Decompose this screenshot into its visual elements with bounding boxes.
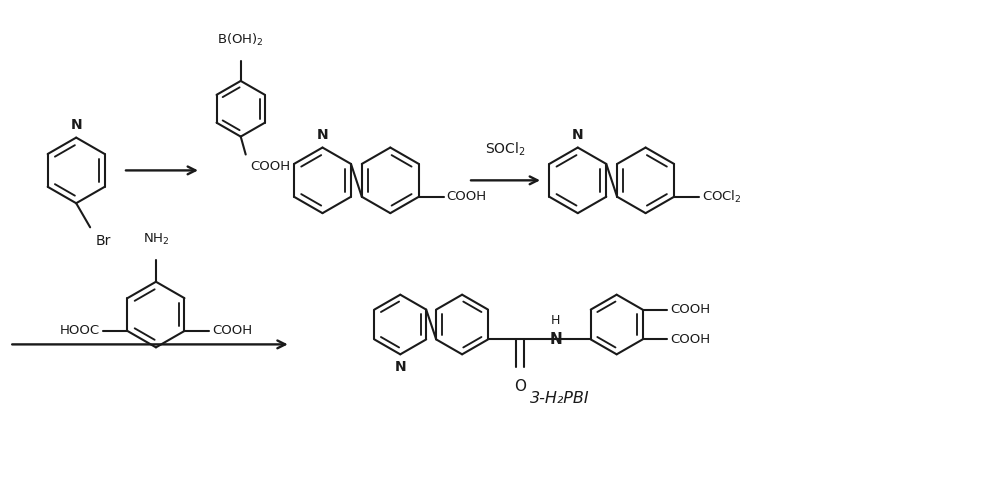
Text: O: O [514, 379, 526, 394]
Text: NH$_2$: NH$_2$ [143, 232, 169, 247]
Text: N: N [70, 118, 82, 132]
Text: COCl$_2$: COCl$_2$ [702, 189, 742, 205]
Text: HOOC: HOOC [59, 324, 100, 337]
Text: H: H [551, 314, 561, 327]
Text: N: N [317, 128, 328, 142]
Text: Br: Br [95, 234, 111, 248]
Text: B(OH)$_2$: B(OH)$_2$ [217, 32, 264, 48]
Text: N: N [394, 360, 406, 374]
Text: COOH: COOH [447, 190, 487, 203]
Text: N: N [549, 332, 562, 347]
Text: COOH: COOH [670, 303, 711, 316]
Text: SOCl$_2$: SOCl$_2$ [485, 141, 526, 158]
Text: 3-H₂PBI: 3-H₂PBI [530, 391, 589, 406]
Text: COOH: COOH [212, 324, 253, 337]
Text: N: N [572, 128, 584, 142]
Text: COOH: COOH [251, 160, 291, 173]
Text: COOH: COOH [670, 333, 711, 346]
